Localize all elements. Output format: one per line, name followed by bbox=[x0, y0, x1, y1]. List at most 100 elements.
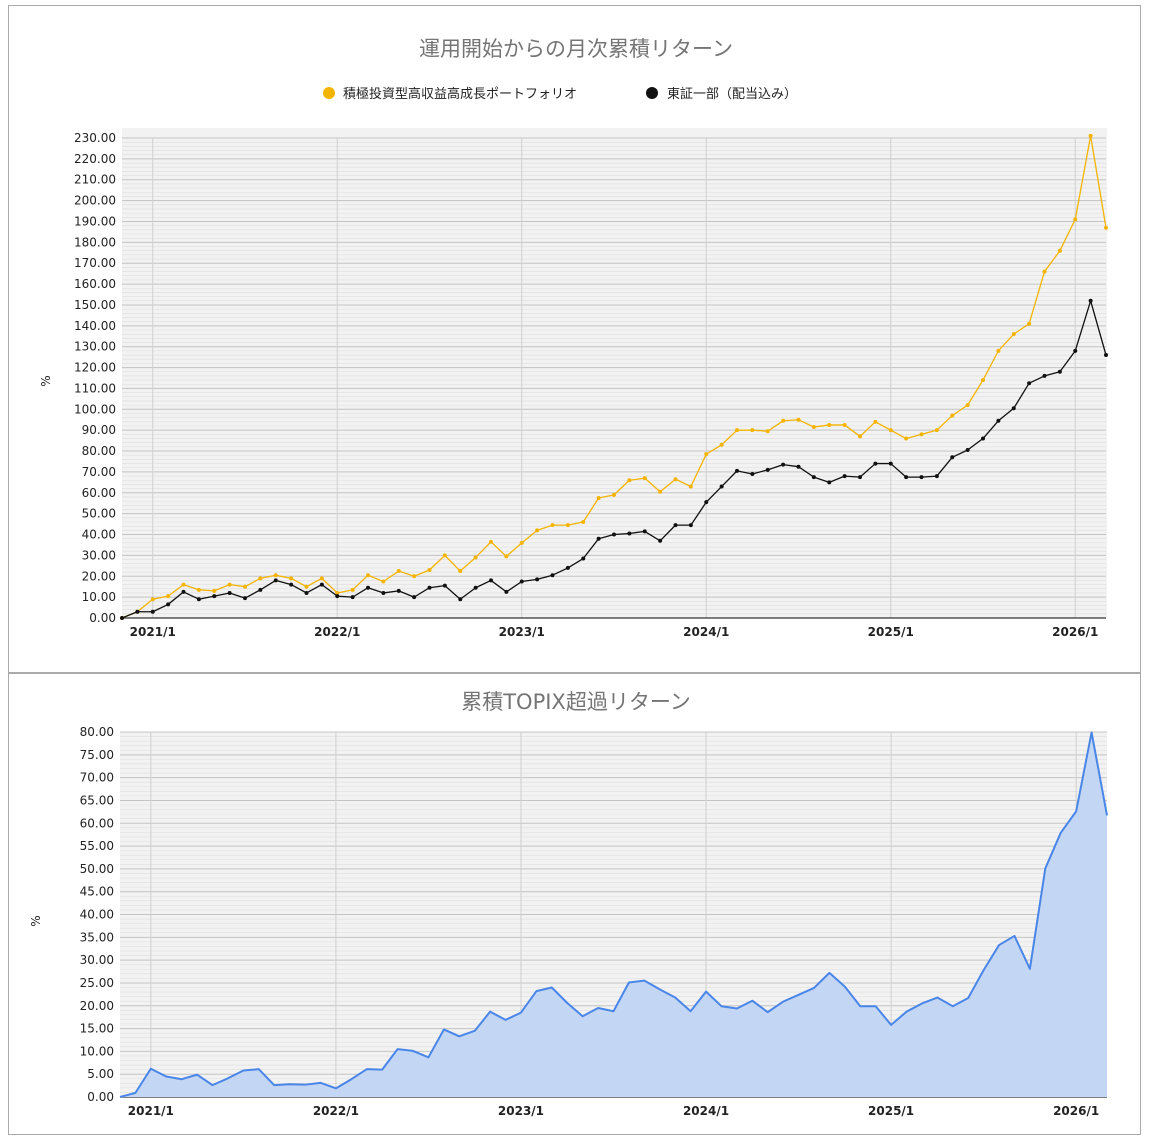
data-point bbox=[273, 573, 278, 578]
x-tick-label: 2021/1 bbox=[130, 625, 176, 639]
data-point bbox=[535, 528, 540, 533]
data-point bbox=[196, 587, 201, 592]
y-tick-label: 80.00 bbox=[82, 444, 116, 458]
data-point bbox=[150, 597, 155, 602]
data-point bbox=[627, 478, 632, 483]
legend-label-topix: 東証一部（配当込み） bbox=[667, 86, 797, 102]
chart2-title: 累積TOPIX超過リターン bbox=[461, 690, 691, 714]
chart-divider bbox=[8, 672, 1141, 674]
y-tick-label: 5.00 bbox=[87, 1067, 114, 1081]
y-tick-label: 20.00 bbox=[82, 569, 116, 583]
data-point bbox=[704, 452, 709, 457]
data-point bbox=[289, 576, 294, 581]
data-point bbox=[319, 582, 324, 587]
data-point bbox=[181, 589, 186, 594]
data-point bbox=[750, 472, 755, 476]
legend-marker-portfolio bbox=[323, 87, 335, 99]
data-point bbox=[212, 594, 217, 599]
data-point bbox=[827, 480, 832, 485]
y-tick-label: 50.00 bbox=[80, 862, 114, 876]
data-point bbox=[765, 429, 770, 434]
data-point bbox=[981, 436, 985, 441]
data-point bbox=[412, 574, 417, 579]
x-tick-label: 2026/1 bbox=[1053, 1104, 1099, 1118]
data-point bbox=[842, 474, 847, 479]
data-point bbox=[1088, 298, 1093, 303]
data-point bbox=[688, 523, 693, 528]
data-point bbox=[934, 474, 939, 479]
data-point bbox=[227, 582, 232, 587]
data-point bbox=[350, 587, 355, 592]
x-tick-label: 2026/1 bbox=[1052, 625, 1098, 639]
series-area-fill bbox=[120, 732, 1107, 1097]
data-point bbox=[612, 492, 616, 497]
data-point bbox=[519, 540, 524, 545]
y-tick-label: 100.00 bbox=[74, 402, 116, 416]
y-tick-label: 220.00 bbox=[74, 152, 116, 166]
y-tick-label: 230.00 bbox=[74, 131, 116, 145]
x-tick-label: 2023/1 bbox=[498, 1104, 544, 1118]
data-point bbox=[519, 579, 524, 584]
data-point bbox=[504, 589, 509, 594]
data-point bbox=[950, 413, 955, 418]
y-tick-label: 10.00 bbox=[82, 590, 116, 604]
data-point bbox=[181, 582, 186, 587]
y-tick-label: 25.00 bbox=[80, 976, 114, 990]
data-point bbox=[765, 467, 770, 472]
data-point bbox=[458, 597, 463, 602]
data-point bbox=[227, 590, 232, 595]
x-tick-label: 2022/1 bbox=[314, 625, 360, 639]
data-point bbox=[427, 568, 432, 572]
y-tick-label: 170.00 bbox=[74, 256, 116, 270]
data-point bbox=[1088, 133, 1093, 138]
data-point bbox=[658, 489, 663, 494]
data-point bbox=[596, 536, 601, 541]
data-point bbox=[796, 464, 801, 469]
data-point bbox=[919, 432, 924, 437]
y-tick-label: 140.00 bbox=[74, 319, 116, 333]
y-tick-label: 210.00 bbox=[74, 173, 116, 187]
data-point bbox=[1011, 332, 1016, 337]
data-point bbox=[335, 594, 340, 599]
data-point bbox=[750, 428, 755, 433]
data-point bbox=[304, 590, 309, 595]
data-point bbox=[1042, 373, 1047, 378]
data-point bbox=[904, 436, 909, 441]
data-point bbox=[811, 425, 816, 430]
y-tick-label: 150.00 bbox=[74, 298, 116, 312]
y-tick-label: 60.00 bbox=[82, 486, 116, 500]
data-point bbox=[366, 585, 370, 590]
data-point bbox=[796, 417, 801, 422]
data-point bbox=[658, 538, 663, 543]
chart1-title: 運用開始からの月次累積リターン bbox=[419, 37, 733, 61]
y-tick-label: 180.00 bbox=[74, 235, 116, 249]
data-point bbox=[258, 587, 263, 592]
data-point bbox=[304, 584, 309, 589]
data-point bbox=[612, 532, 616, 537]
chart2-series bbox=[119, 731, 1108, 1098]
data-point bbox=[1104, 353, 1108, 358]
data-point bbox=[1057, 248, 1062, 253]
data-point bbox=[135, 609, 140, 614]
data-point bbox=[873, 419, 878, 424]
data-point bbox=[642, 476, 647, 481]
data-point bbox=[442, 553, 447, 558]
data-point bbox=[673, 477, 678, 482]
data-point bbox=[1011, 406, 1016, 411]
data-point bbox=[1027, 321, 1032, 326]
data-point bbox=[166, 602, 171, 607]
y-tick-label: 0.00 bbox=[87, 1090, 114, 1104]
data-point bbox=[596, 496, 601, 500]
chart1-y-axis-label: % bbox=[39, 375, 53, 386]
y-tick-label: 0.00 bbox=[89, 611, 116, 625]
data-point bbox=[473, 555, 478, 560]
data-point bbox=[904, 475, 909, 480]
y-tick-label: 130.00 bbox=[74, 340, 116, 354]
data-point bbox=[489, 578, 493, 583]
data-point bbox=[1057, 369, 1062, 374]
data-point bbox=[243, 584, 247, 589]
y-tick-label: 70.00 bbox=[82, 465, 116, 479]
data-point bbox=[642, 529, 647, 534]
y-tick-label: 20.00 bbox=[80, 999, 114, 1013]
